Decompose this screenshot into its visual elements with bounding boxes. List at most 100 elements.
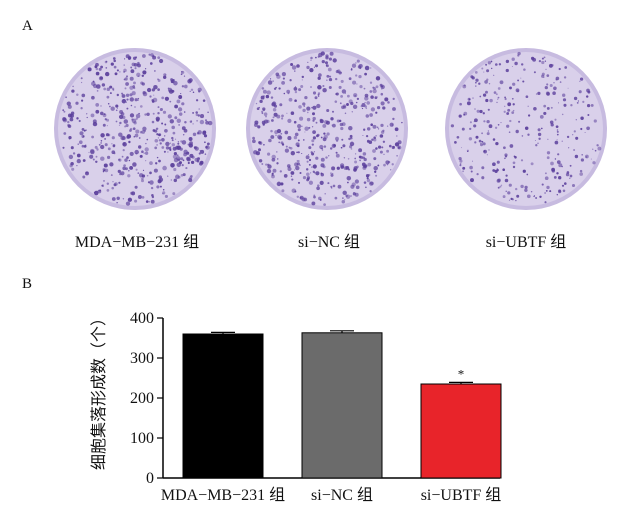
colony-dot [326,74,330,78]
colony-dot [517,51,521,56]
colony-dot [81,99,84,102]
colony-dot [306,117,311,122]
colony-dot [139,154,143,158]
colony-dot [299,164,301,167]
colony-dot [550,106,553,109]
colony-dot [458,156,462,161]
colony-dot [335,77,338,81]
colony-dot [297,144,300,148]
colony-dot [149,62,153,65]
colony-dot [516,194,520,198]
colony-dot [570,104,573,107]
colony-dot [582,100,585,103]
colony-plate-image [445,48,607,210]
colony-dot [149,161,153,165]
colony-dot [178,112,183,116]
colony-dot [311,143,314,146]
colony-dot [586,103,591,108]
colony-plate-image [54,48,216,210]
colony-dot [315,56,317,59]
colony-dot [454,141,457,144]
colony-dot [65,96,67,99]
colony-dot [116,69,119,72]
colony-dot [330,173,334,177]
colony-dot [137,75,140,77]
colony-dot [301,75,305,79]
colony-count-bar-chart: 0 100 200 300 400 细胞集落形成数（个） MDA−MB−231 组 si−NC… [90,310,502,504]
colony-dot [359,159,361,162]
colony-dot [252,139,256,144]
colony-dot [543,56,546,59]
colony-dot [129,129,132,132]
colony-dot [571,183,576,188]
colony-dot [315,156,319,160]
colony-dot [334,100,338,103]
plate-si-nc [244,46,410,212]
colony-dot [195,111,198,114]
colony-dot [557,153,560,156]
colony-dot [541,57,544,60]
colony-dot [352,80,357,85]
colony-dot [535,93,538,95]
colony-dot [541,72,545,76]
colony-dot [258,148,261,152]
colony-dot [88,151,90,154]
colony-dot [462,84,467,89]
colony-dot [474,141,477,144]
colony-dot [336,166,340,170]
colony-dot [504,178,509,183]
colony-dot [122,142,127,147]
colony-dot [298,105,302,109]
colony-dot [556,194,558,196]
colony-dot [316,133,320,137]
colony-dot [469,165,473,170]
colony-dot [490,60,493,63]
colony-dot [119,71,121,73]
colony-dot [317,95,320,97]
colony-dot [67,104,72,109]
colony-dot [173,167,177,172]
colony-dot [291,65,297,70]
colony-dot [463,111,468,116]
colony-dot [579,172,583,176]
colony-dot [299,171,302,175]
colony-dot [504,157,506,160]
colony-dot [104,60,108,64]
colony-dot [373,136,377,140]
colony-dot [280,141,284,145]
colony-dot [99,189,102,192]
colony-dot [505,190,507,192]
colony-dot [317,184,320,187]
colony-dot [546,185,550,190]
colony-dot [283,92,286,95]
colony-dot [269,78,272,80]
colony-dot [300,85,304,88]
colony-dot [329,51,334,56]
colony-dot [145,142,147,145]
colony-dot [590,158,592,160]
colony-dot [69,117,74,122]
colony-dot [141,82,145,86]
panel-a-label: A [22,18,33,34]
colony-dot [188,78,193,83]
y-tick-label: 100 [130,430,154,447]
colony-dot [125,75,129,78]
colony-dot [260,95,265,100]
colony-dot [190,88,194,92]
colony-dot [356,83,358,85]
colony-dot [68,135,72,140]
colony-dot [322,137,327,142]
colony-dot [280,132,283,135]
colony-dot [157,56,161,60]
colony-dot [316,186,320,191]
colony-dot [125,54,130,59]
colony-dot [370,107,376,112]
colony-dot [181,164,184,167]
colony-dot [129,76,134,81]
colony-dot [104,168,109,173]
colony-dot [344,199,346,201]
colony-dot [268,138,272,143]
colony-dot [327,182,330,185]
colony-dot [132,85,136,88]
colony-dot [348,125,353,131]
